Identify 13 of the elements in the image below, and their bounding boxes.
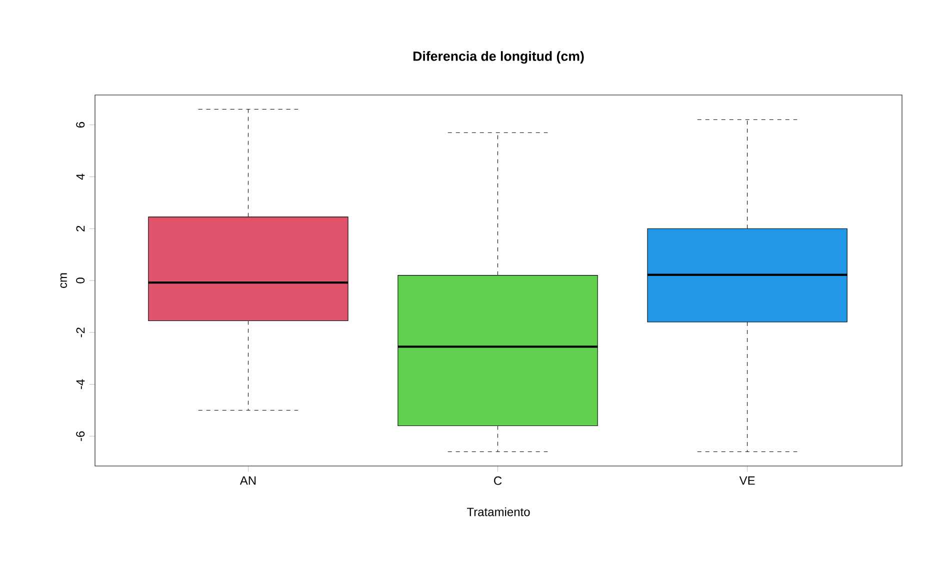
x-tick-label: AN: [240, 476, 256, 485]
y-axis-title: cm: [60, 273, 67, 288]
x-tick-label: VE: [739, 476, 755, 485]
y-tick-label: -4: [76, 379, 85, 390]
y-tick-label: -2: [76, 328, 85, 338]
y-tick-label: 0: [76, 278, 85, 284]
y-tick-label: 6: [76, 122, 85, 128]
x-axis-title: Tratamiento: [466, 507, 530, 516]
chart-title: Diferencia de longitud (cm): [413, 51, 584, 64]
y-tick-label: -6: [76, 431, 85, 441]
x-tick-label: C: [494, 476, 502, 485]
y-tick-label: 2: [76, 226, 85, 232]
y-tick-label: 4: [76, 174, 85, 180]
